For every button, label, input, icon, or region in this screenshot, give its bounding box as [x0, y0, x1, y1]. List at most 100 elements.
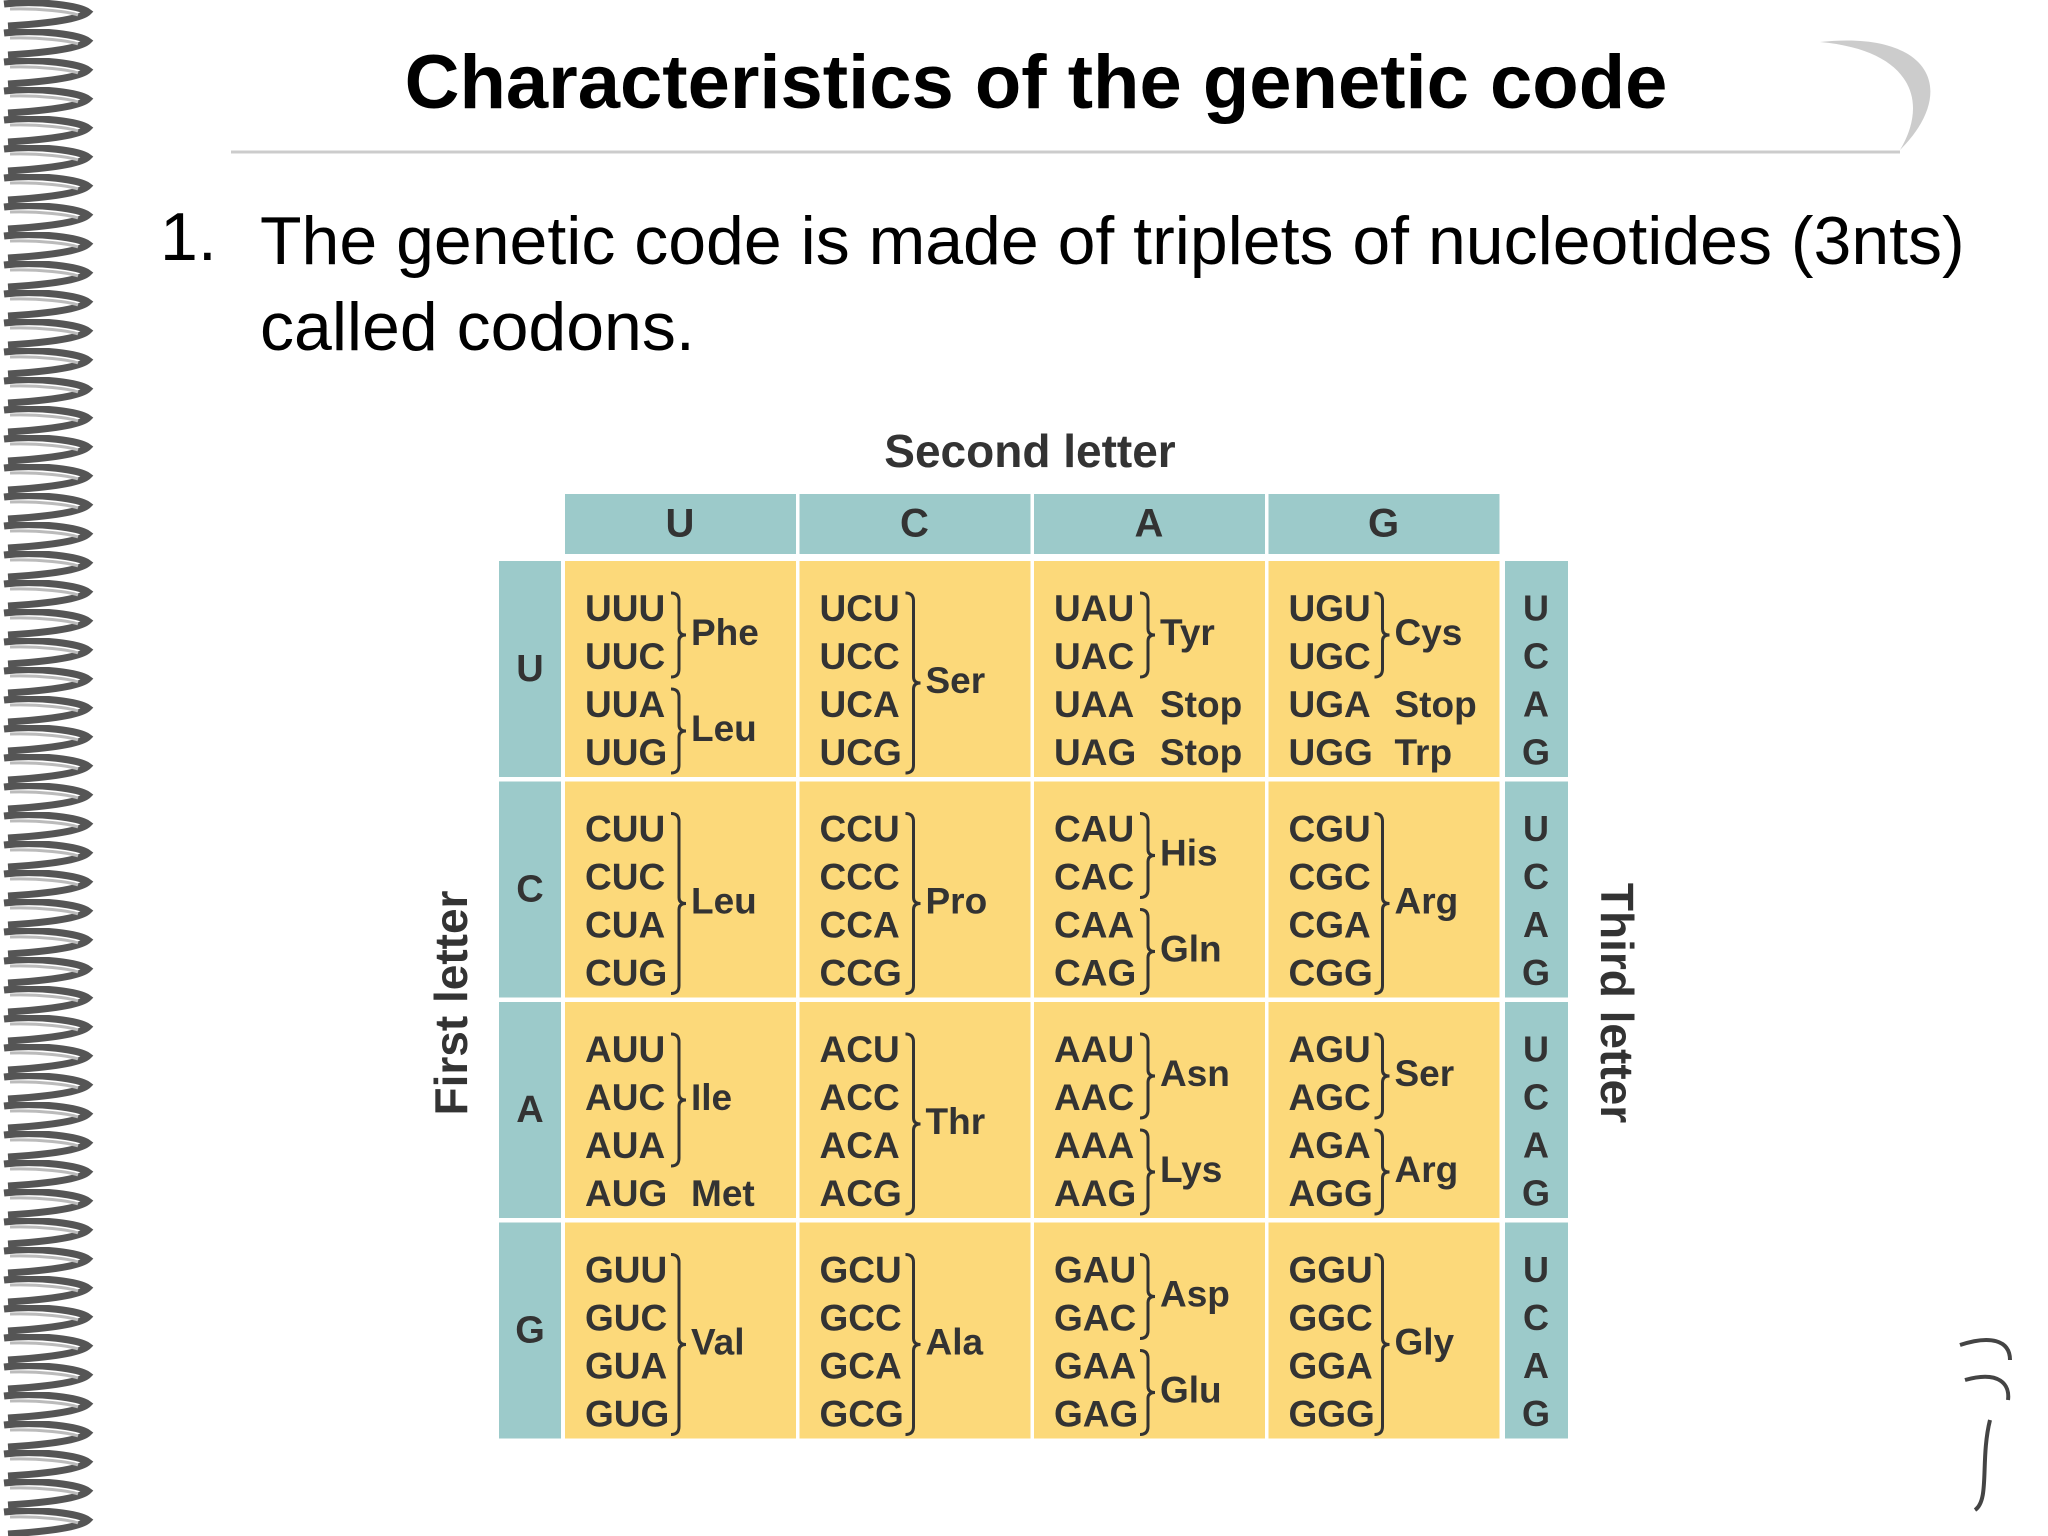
amino-acid: Thr [926, 1101, 986, 1142]
bullet-number: 1. [160, 199, 217, 275]
codon: ACU [820, 1029, 900, 1070]
brace [1139, 591, 1156, 679]
brace [1139, 1253, 1156, 1340]
brace [1139, 1128, 1156, 1216]
brace [1139, 812, 1156, 899]
codon: AUC [585, 1077, 665, 1118]
codon: GAG [1054, 1393, 1138, 1434]
brace [1374, 591, 1390, 679]
codon: AAG [1054, 1173, 1136, 1214]
codon: UGG [1289, 732, 1373, 773]
third-letter: U [1523, 808, 1549, 849]
third-letter: U [1523, 588, 1549, 629]
first-letter-cell [499, 1222, 561, 1439]
third-letter: A [1523, 1125, 1549, 1166]
third-letter: C [1523, 1297, 1549, 1338]
codon: UUU [585, 588, 665, 629]
codon: UGC [1289, 636, 1371, 677]
codon: UCC [820, 636, 900, 677]
codon: GAU [1054, 1249, 1136, 1290]
codon: AAC [1054, 1077, 1134, 1118]
brace [1139, 1032, 1156, 1120]
codon: UAC [1054, 636, 1134, 677]
amino-acid: Gly [1395, 1321, 1455, 1362]
amino-acid: Ser [1395, 1053, 1455, 1094]
codon: AGA [1289, 1125, 1371, 1166]
brace [1139, 1349, 1156, 1436]
codon: UAU [1054, 588, 1134, 629]
third-letter: A [1523, 1345, 1549, 1386]
spiral-binding [0, 0, 96, 1536]
third-letter: G [1522, 732, 1550, 773]
bullet-text: The genetic code is made of triplets of … [260, 203, 1965, 365]
brace [670, 1032, 687, 1168]
amino-acid: Arg [1395, 880, 1459, 921]
codon: GGU [1289, 1249, 1373, 1290]
brace [1374, 1032, 1390, 1120]
codon: GGG [1289, 1393, 1375, 1434]
codon: UCA [820, 684, 900, 725]
codon: GCU [820, 1249, 902, 1290]
third-letter-cell [1505, 1002, 1568, 1218]
second-letter-label: Second letter [884, 425, 1176, 477]
third-letter: C [1523, 636, 1549, 677]
brace [1374, 1253, 1390, 1436]
codon: GCA [820, 1345, 902, 1386]
brace [670, 812, 687, 995]
amino-acid: Stop [1395, 684, 1477, 725]
brace [905, 591, 921, 775]
brace [1374, 812, 1390, 995]
codon: GUU [585, 1249, 667, 1290]
brace [1374, 1128, 1390, 1216]
column-header-cell [565, 494, 796, 554]
amino-acid: Trp [1395, 732, 1453, 773]
third-letter: A [1523, 684, 1549, 725]
codon: AAU [1054, 1029, 1134, 1070]
codon: UUC [585, 636, 665, 677]
first-letter: G [515, 1310, 545, 1352]
codon: AGG [1289, 1173, 1373, 1214]
codon: AAA [1054, 1125, 1134, 1166]
codon: GUC [585, 1297, 667, 1338]
third-letter: C [1523, 1077, 1549, 1118]
third-letter: A [1523, 904, 1549, 945]
third-letter: U [1523, 1029, 1549, 1070]
codon: GCG [820, 1393, 904, 1434]
title-swoosh [1820, 40, 1931, 150]
column-header-cell [1268, 494, 1500, 554]
amino-acid: Stop [1160, 732, 1242, 773]
brace [670, 591, 687, 679]
first-letter: U [516, 648, 543, 690]
third-letter-cell [1505, 561, 1568, 777]
third-letter-label: Third letter [1591, 883, 1643, 1123]
brace [905, 1253, 921, 1436]
codon: CAU [1054, 808, 1134, 849]
slide-title: Characteristics of the genetic code [405, 40, 1668, 125]
codon: CGG [1289, 952, 1373, 993]
codon: CAA [1054, 904, 1134, 945]
amino-acid: Lys [1160, 1149, 1222, 1190]
codon: GAA [1054, 1345, 1136, 1386]
codon: UUA [585, 684, 665, 725]
codon: GGC [1289, 1297, 1373, 1338]
column-header: C [900, 502, 929, 546]
amino-acid: Leu [691, 708, 757, 749]
codon: ACG [820, 1173, 902, 1214]
third-letter: G [1522, 1393, 1550, 1434]
third-letter: U [1523, 1249, 1549, 1290]
amino-acid: His [1160, 832, 1218, 873]
amino-acid: Asn [1160, 1053, 1230, 1094]
codon: GGA [1289, 1345, 1373, 1386]
column-header: U [666, 502, 695, 546]
codon: CCC [820, 856, 900, 897]
third-letter: G [1522, 952, 1550, 993]
codon: CUG [585, 952, 667, 993]
codon: AGU [1289, 1029, 1371, 1070]
amino-acid: Pro [926, 880, 988, 921]
logo [1959, 1338, 2012, 1512]
codon: UCU [820, 588, 900, 629]
codon: AUU [585, 1029, 665, 1070]
column-header-cell [799, 494, 1031, 554]
codon: GUA [585, 1345, 667, 1386]
